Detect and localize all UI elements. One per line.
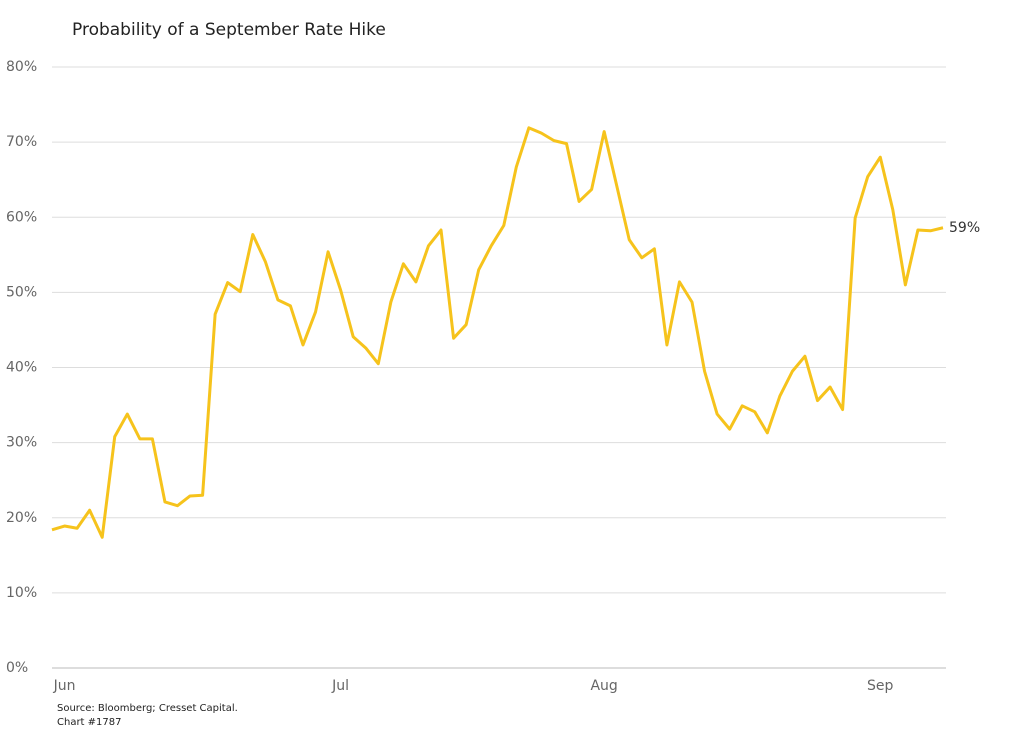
chart-title: Probability of a September Rate Hike bbox=[72, 20, 386, 40]
x-tick-label: Sep bbox=[867, 678, 894, 694]
value-label: 59% bbox=[949, 220, 980, 236]
x-tick-label: Aug bbox=[590, 678, 617, 694]
x-tick-label: Jun bbox=[53, 678, 76, 694]
y-tick-label: 10% bbox=[6, 585, 37, 601]
y-tick-label: 60% bbox=[6, 209, 37, 225]
y-tick-label: 80% bbox=[6, 59, 37, 75]
y-tick-label: 30% bbox=[6, 435, 37, 451]
chart-number: Chart #1787 bbox=[57, 717, 122, 728]
y-tick-label: 20% bbox=[6, 510, 37, 526]
y-tick-label: 40% bbox=[6, 360, 37, 376]
y-tick-label: 50% bbox=[6, 284, 37, 300]
y-tick-label: 70% bbox=[6, 134, 37, 150]
source-note: Source: Bloomberg; Cresset Capital. bbox=[57, 703, 238, 714]
y-tick-label: 0% bbox=[6, 660, 28, 676]
data-line bbox=[51, 126, 944, 539]
x-tick-label: Jul bbox=[331, 678, 349, 694]
